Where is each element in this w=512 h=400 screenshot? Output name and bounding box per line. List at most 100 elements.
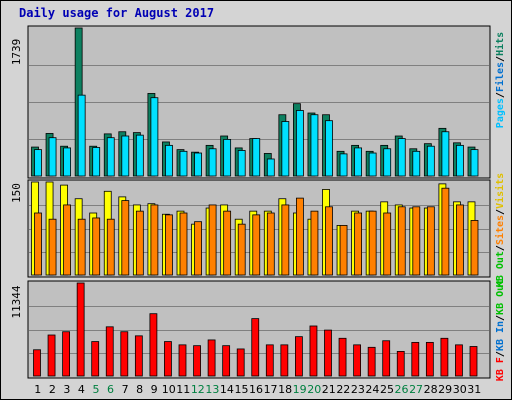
legend-visits: Visits xyxy=(494,173,506,209)
bar-kbytes-day-12 xyxy=(193,345,201,377)
legend-pages: Pages xyxy=(495,98,506,128)
bar-sites-day-25 xyxy=(383,212,392,276)
legend-slash-3: / xyxy=(495,245,506,251)
bar-sites-day-31 xyxy=(470,220,479,276)
bar-kbytes-day-5 xyxy=(91,341,100,377)
day-label-7: 7 xyxy=(122,383,129,396)
bar-files-day-12 xyxy=(194,152,202,177)
bar-files-day-9 xyxy=(150,97,159,177)
day-label-8: 8 xyxy=(136,383,143,396)
legend-visits-sites: KB Out/Sites/Visits xyxy=(494,173,506,287)
bar-kbytes-day-9 xyxy=(149,313,158,377)
bar-files-day-22 xyxy=(339,153,348,177)
bar-files-day-4 xyxy=(77,94,86,177)
bar-kbytes-day-23 xyxy=(353,344,362,377)
bar-kbytes-day-24 xyxy=(367,346,376,377)
bar-kbytes-day-16 xyxy=(251,318,260,377)
bar-kbytes-day-26 xyxy=(396,351,405,377)
legend-slash-5: / xyxy=(495,351,506,357)
legend-slash-4: / xyxy=(495,209,506,215)
day-label-28: 28 xyxy=(424,383,438,396)
day-label-19: 19 xyxy=(293,383,307,396)
bar-sites-day-19 xyxy=(295,197,304,276)
day-label-2: 2 xyxy=(49,383,56,396)
bar-sites-day-7 xyxy=(121,200,130,276)
legend-kb-f: KB F xyxy=(495,357,506,381)
day-label-17: 17 xyxy=(264,383,278,396)
bar-files-day-13 xyxy=(208,148,217,177)
bar-files-day-18 xyxy=(281,121,290,177)
day-label-11: 11 xyxy=(176,383,190,396)
bar-files-day-24 xyxy=(368,152,377,177)
bar-kbytes-day-13 xyxy=(207,339,216,377)
day-label-3: 3 xyxy=(63,383,70,396)
day-label-27: 27 xyxy=(409,383,423,396)
bar-files-day-29 xyxy=(441,131,450,177)
day-label-12: 12 xyxy=(191,383,205,396)
legend-slash-6: / xyxy=(495,315,506,321)
bar-sites-day-16 xyxy=(252,214,261,276)
bars xyxy=(31,27,479,377)
bar-kbytes-day-3 xyxy=(62,331,70,377)
bar-sites-day-28 xyxy=(426,206,435,276)
ymax-label-hits: 1739 xyxy=(10,39,23,66)
bar-sites-day-26 xyxy=(397,206,406,276)
bar-kbytes-day-22 xyxy=(338,337,347,377)
bar-kbytes-day-1 xyxy=(33,349,41,377)
bar-kbytes-day-14 xyxy=(222,345,231,377)
day-label-22: 22 xyxy=(336,383,350,396)
day-label-5: 5 xyxy=(92,383,99,396)
day-label-15: 15 xyxy=(234,383,248,396)
bar-sites-day-2 xyxy=(48,218,57,276)
bar-files-day-14 xyxy=(223,139,232,177)
day-label-10: 10 xyxy=(162,383,176,396)
legend-kb-out-mid: KB Out xyxy=(495,251,506,287)
bar-files-day-10 xyxy=(165,144,173,177)
bar-sites-day-23 xyxy=(354,212,363,276)
ymax-label-visits: 150 xyxy=(10,183,23,203)
bar-sites-day-30 xyxy=(456,204,464,276)
bar-files-day-19 xyxy=(295,110,304,177)
bar-sites-day-14 xyxy=(223,210,232,276)
day-label-20: 20 xyxy=(307,383,321,396)
bar-sites-day-10 xyxy=(165,214,173,276)
bar-sites-day-24 xyxy=(368,210,377,276)
bar-kbytes-day-21 xyxy=(324,329,332,377)
bar-files-day-1 xyxy=(34,149,42,177)
bar-sites-day-4 xyxy=(77,218,86,276)
day-label-4: 4 xyxy=(78,383,85,396)
bar-files-day-26 xyxy=(397,138,406,177)
bar-files-day-27 xyxy=(412,150,421,177)
bar-files-day-30 xyxy=(456,144,464,177)
bar-kbytes-day-20 xyxy=(309,325,318,377)
bar-sites-day-8 xyxy=(135,210,144,276)
bar-kbytes-day-10 xyxy=(164,341,172,377)
bar-files-day-21 xyxy=(325,120,333,177)
day-label-18: 18 xyxy=(278,383,292,396)
day-label-25: 25 xyxy=(380,383,394,396)
bar-sites-day-11 xyxy=(179,212,188,276)
bar-sites-day-21 xyxy=(325,206,333,276)
legend-slash-2: / xyxy=(495,56,506,62)
legend-kb-in: KB In xyxy=(495,321,506,351)
legend-kb-out: KB Out xyxy=(495,279,506,315)
bar-sites-day-13 xyxy=(208,204,217,276)
legend-files: Files xyxy=(494,62,506,92)
bar-kbytes-day-28 xyxy=(425,341,434,377)
bar-files-day-31 xyxy=(470,149,479,177)
bar-kbytes-day-31 xyxy=(469,346,478,377)
bar-kbytes-day-30 xyxy=(455,344,463,377)
bar-kbytes-day-25 xyxy=(382,340,391,377)
bar-kbytes-day-19 xyxy=(294,336,303,377)
day-label-24: 24 xyxy=(365,383,379,396)
day-label-30: 30 xyxy=(453,383,467,396)
bar-sites-day-22 xyxy=(339,224,348,276)
bar-sites-day-27 xyxy=(412,206,421,276)
bar-kbytes-day-2 xyxy=(47,334,56,377)
day-label-21: 21 xyxy=(322,383,336,396)
bar-kbytes-day-18 xyxy=(280,344,289,377)
day-label-29: 29 xyxy=(438,383,452,396)
bar-files-day-28 xyxy=(426,145,435,177)
bar-sites-day-6 xyxy=(106,218,115,276)
day-label-23: 23 xyxy=(351,383,365,396)
